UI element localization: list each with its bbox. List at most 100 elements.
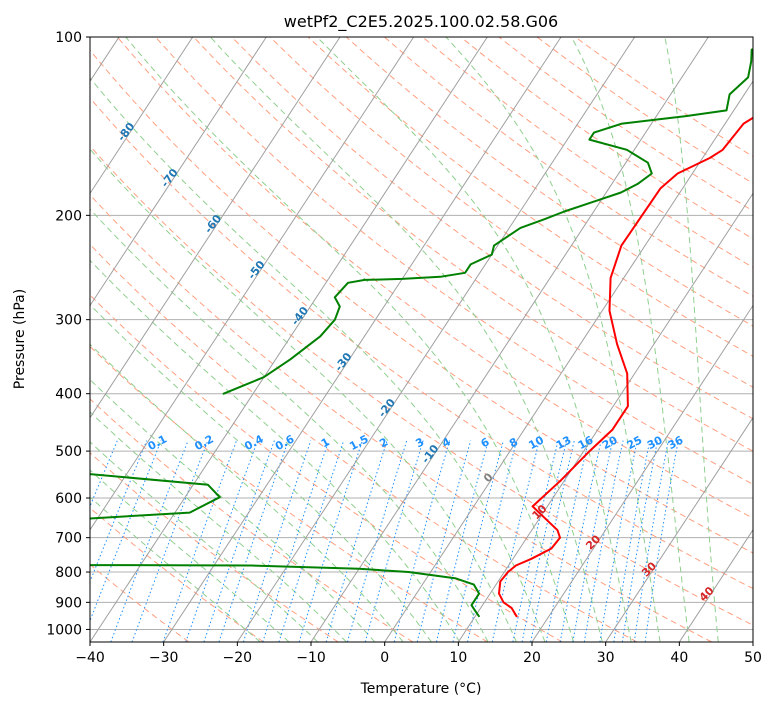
mixing-ratio-label: 20	[600, 433, 620, 452]
mixing-ratio-line	[278, 440, 345, 642]
mixing-ratio-line	[545, 440, 589, 642]
mixing-ratio-line	[347, 440, 408, 642]
isotherm-line	[163, 37, 562, 642]
isotherm-line	[90, 37, 267, 307]
dry-adiabat-line	[90, 97, 753, 590]
x-tick-label: −40	[75, 650, 105, 666]
dry-adiabat-line	[90, 49, 753, 554]
moist-adiabat-line	[90, 441, 319, 642]
moist-adiabat-line	[125, 37, 575, 642]
y-tick-label: 600	[55, 491, 82, 507]
y-axis-label: Pressure (hPa)	[12, 289, 28, 389]
moist-adiabats-layer	[90, 37, 719, 642]
y-tick-label: 500	[55, 444, 82, 460]
mixing-ratio-line	[572, 440, 614, 642]
isotherm-line	[384, 80, 753, 642]
y-axis: 100 200 300 400 500 600 700 800 900 1000	[46, 30, 90, 638]
chart-title: wetPf2_C2E5.2025.100.02.58.G06	[284, 12, 558, 32]
x-tick-label: −10	[296, 650, 326, 666]
isotherm-line	[457, 192, 753, 642]
dry-adiabat-line	[90, 294, 563, 642]
x-tick-label: 20	[523, 650, 541, 666]
mixing-ratio-label: 16	[576, 433, 596, 452]
dry-adiabat-line	[345, 37, 753, 327]
mixing-ratio-line	[599, 440, 638, 642]
plot-frame	[89, 36, 754, 643]
grid-layer	[90, 37, 753, 630]
mixing-ratio-label: 30	[645, 433, 665, 452]
temperature-profile-line	[498, 116, 753, 618]
isotherm-line	[310, 37, 709, 642]
moist-adiabat-line	[90, 411, 347, 642]
mixing-ratio-line	[203, 440, 275, 642]
x-tick-label: −20	[223, 650, 253, 666]
x-tick-label: 30	[597, 650, 615, 666]
mixing-ratio-line	[521, 440, 567, 642]
mixing-ratio-line	[325, 440, 388, 642]
y-tick-label: 300	[55, 313, 82, 329]
moist-adiabat-line	[664, 37, 719, 642]
x-tick-label: 50	[744, 650, 762, 666]
y-tick-label: 700	[55, 531, 82, 547]
x-axis-label: Temperature (°C)	[360, 681, 482, 697]
moist-adiabat-line	[316, 37, 632, 642]
mixing-ratio-label: 36	[666, 433, 686, 452]
dry-adiabat-line	[90, 507, 264, 642]
isotherm-line	[236, 37, 636, 642]
isotherm-line	[605, 416, 753, 642]
mixing-ratio-line	[613, 440, 651, 642]
isotherm-line	[90, 37, 488, 642]
moist-adiabat-line	[210, 37, 603, 642]
moist-adiabat-line	[90, 148, 517, 642]
mixing-ratio-line	[162, 440, 237, 642]
mixing-ratio-line	[185, 440, 259, 642]
moist-adiabat-line	[90, 496, 261, 642]
y-tick-label: 1000	[46, 622, 82, 638]
moist-adiabat-line	[90, 469, 290, 642]
x-tick-label: 40	[670, 650, 688, 666]
mixing-ratio-label: 13	[554, 433, 574, 452]
x-axis: −40 −30 −20 −10 0 10 20 30 40 50	[75, 642, 762, 666]
mixing-ratio-line	[452, 440, 504, 642]
isotherm-line	[90, 37, 415, 531]
mixing-ratio-line	[467, 440, 518, 642]
mixing-ratio-line	[530, 440, 575, 642]
mixing-ratio-line	[298, 440, 363, 642]
mixing-ratio-line	[512, 440, 559, 642]
x-tick-label: 0	[380, 650, 389, 666]
dry-adiabat-line	[116, 37, 753, 519]
mixing-ratio-layer	[90, 440, 679, 642]
y-tick-label: 800	[55, 565, 82, 581]
moist-adiabat-line	[571, 37, 690, 642]
mixing-ratio-line	[559, 440, 602, 642]
dewpoint-profile-line-3	[222, 48, 753, 395]
dry-adiabat-line	[90, 345, 488, 642]
dewpoint-profile-line-2	[90, 473, 221, 520]
dry-adiabat-line	[193, 37, 753, 452]
isotherms-layer	[90, 37, 753, 642]
y-tick-label: 200	[55, 208, 82, 224]
y-tick-label: 100	[55, 30, 82, 46]
isotherm-line	[531, 304, 753, 642]
dry-adiabat-line	[90, 145, 753, 626]
y-tick-label: 400	[55, 387, 82, 403]
moist-adiabat-line	[90, 304, 432, 642]
moist-adiabat-line	[90, 77, 546, 642]
isotherm-line	[90, 37, 194, 195]
mixing-ratio-line	[644, 440, 679, 642]
moist-adiabat-line	[90, 343, 404, 642]
mixing-ratio-line	[435, 440, 489, 642]
mixing-ratio-line	[633, 440, 669, 642]
x-tick-label: 10	[449, 650, 467, 666]
dry-adiabat-line	[307, 37, 753, 357]
isotherm-line	[678, 528, 753, 642]
x-tick-label: −30	[149, 650, 179, 666]
mixing-ratio-line	[583, 440, 624, 642]
mixing-ratio-label: 25	[625, 433, 645, 452]
profiles-layer	[90, 48, 753, 618]
dry-adiabat-line	[155, 37, 753, 485]
mixing-ratio-label: 10	[526, 433, 546, 452]
